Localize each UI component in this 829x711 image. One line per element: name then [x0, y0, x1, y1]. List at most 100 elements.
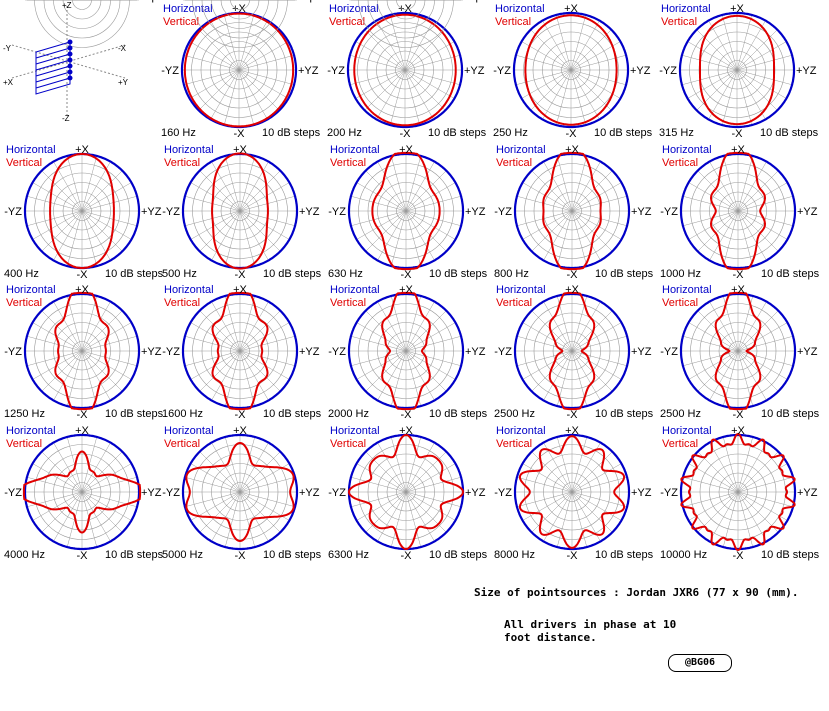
- grid-spoke: [688, 182, 739, 212]
- axis-label-top: +X: [565, 144, 579, 156]
- grid-spoke: [697, 210, 739, 252]
- grid-spoke: [736, 69, 787, 99]
- grid-spoke: [531, 170, 573, 212]
- axis-label-top: +X: [565, 284, 579, 296]
- steps-label: 10 dB steps: [428, 127, 487, 139]
- grid-spoke: [556, 155, 573, 212]
- grid-spoke: [404, 69, 455, 99]
- axis-label-top: +X: [564, 3, 578, 15]
- grid-spoke: [211, 350, 241, 401]
- steps-label: 10 dB steps: [429, 268, 488, 280]
- grid-spoke: [239, 301, 269, 352]
- axis-label-bottom: -X: [235, 269, 247, 281]
- axis-label-right: +YZ: [299, 0, 320, 3]
- steps-label: 10 dB steps: [760, 127, 819, 139]
- frequency-label: 800 Hz: [494, 268, 529, 280]
- frequency-label: 2500 Hz: [660, 408, 701, 420]
- legend-vertical: Vertical: [661, 16, 697, 28]
- grid-spoke: [81, 295, 98, 352]
- grid-spoke: [543, 210, 573, 261]
- grid-spoke: [404, 14, 421, 71]
- grid-spoke: [390, 436, 407, 493]
- grid-spoke: [543, 350, 573, 401]
- grid-spoke: [184, 335, 241, 352]
- grid-spoke: [570, 54, 627, 71]
- axis-label-top: +X: [233, 0, 247, 3]
- grid-ring: [367, 0, 445, 39]
- grid-spoke: [571, 491, 613, 533]
- grid-spoke: [81, 195, 138, 212]
- vertical-series: [699, 14, 775, 126]
- grid-spoke: [238, 29, 280, 71]
- grid-spoke: [708, 69, 738, 120]
- grid-spoke: [81, 350, 123, 392]
- grid-spoke: [570, 69, 600, 120]
- frequency-label: 12500 Hz: [4, 0, 51, 3]
- axis-label-left: -YZ: [162, 487, 180, 499]
- grid-spoke: [543, 161, 573, 212]
- axis-label-left: -YZ: [494, 487, 512, 499]
- vertical-series: [353, 13, 457, 127]
- axis-label-bottom: -X: [567, 550, 579, 562]
- axis-label-left: -YZ: [162, 0, 180, 3]
- grid-spoke: [571, 310, 613, 352]
- grid-spoke: [697, 451, 739, 493]
- grid-spoke: [708, 20, 738, 71]
- grid-spoke: [681, 54, 738, 71]
- horizontal-series: [512, 11, 630, 129]
- grid-ring: [62, 0, 102, 20]
- grid-spoke: [405, 310, 447, 352]
- grid-spoke: [41, 491, 83, 533]
- frequency-label: 315 Hz: [659, 127, 694, 139]
- grid-spoke: [405, 491, 447, 533]
- steps-label: 10 dB steps: [105, 408, 164, 420]
- grid-spoke: [571, 182, 622, 212]
- grid-spoke: [736, 69, 778, 111]
- axis-label-left: -YZ: [660, 346, 678, 358]
- grid-spoke: [405, 463, 456, 493]
- axis-label-left: -YZ: [328, 346, 346, 358]
- grid-spoke: [737, 301, 767, 352]
- grid-spoke: [543, 491, 573, 542]
- grid-spoke: [238, 69, 255, 126]
- grid-spoke: [53, 350, 83, 401]
- horizontal-series: [347, 152, 465, 270]
- steps-label: 10 dB steps: [429, 549, 488, 561]
- grid-spoke: [522, 463, 573, 493]
- grid-spoke: [239, 350, 281, 392]
- legend-horizontal: Horizontal: [164, 144, 214, 156]
- grid-spoke: [571, 350, 601, 401]
- grid-spoke: [211, 161, 241, 212]
- grid-spoke: [239, 210, 290, 240]
- steps-label: 10 dB steps: [263, 408, 322, 420]
- axis-label-bottom: -X: [566, 128, 578, 140]
- grid-spoke: [81, 301, 111, 352]
- grid-spoke: [239, 451, 281, 493]
- grid-spoke: [41, 350, 83, 392]
- grid-spoke: [571, 322, 622, 352]
- grid-spoke: [682, 491, 739, 508]
- axis-label-bottom: -X: [567, 409, 579, 421]
- grid-spoke: [737, 195, 794, 212]
- vertical-series: [542, 151, 602, 271]
- grid-spoke: [350, 350, 407, 367]
- grid-spoke: [570, 20, 600, 71]
- grid-spoke: [239, 350, 256, 407]
- frequency-label: 1600 Hz: [162, 408, 203, 420]
- horizontal-series: [23, 433, 141, 551]
- grid-spoke: [404, 41, 455, 71]
- steps-label: 10 dB steps: [263, 268, 322, 280]
- steps-label: 10 dB steps: [429, 408, 488, 420]
- grid-spoke: [405, 350, 447, 392]
- axis-label-bottom: -X: [567, 269, 579, 281]
- grid-spoke: [542, 20, 572, 71]
- frequency-label: 1000 Hz: [660, 268, 701, 280]
- grid-spoke: [556, 491, 573, 548]
- grid-spoke: [736, 29, 778, 71]
- vertical-series: [381, 291, 431, 411]
